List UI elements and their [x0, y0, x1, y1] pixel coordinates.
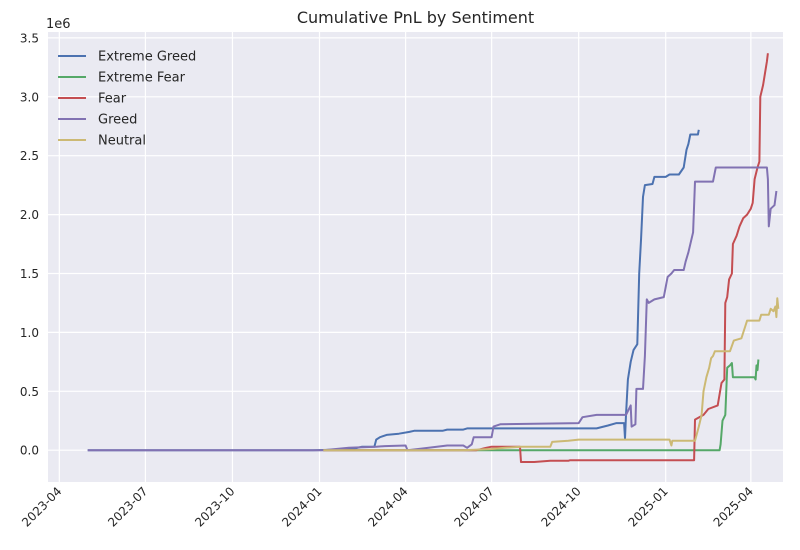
legend-label: Extreme Fear	[98, 71, 186, 86]
y-tick-label: 0.0	[20, 444, 39, 458]
y-tick-label: 2.0	[20, 208, 39, 222]
legend-label: Extreme Greed	[98, 50, 196, 65]
y-tick-label: 1.0	[20, 326, 39, 340]
legend: Extreme Greed Extreme Fear Fear Greed Neutra…	[58, 50, 196, 149]
y-axis-ticks: 0.0 0.5 1.0 1.5 2.0 2.5 3.0 3.5	[20, 31, 39, 457]
series-line-extreme-fear	[323, 359, 760, 452]
y-axis-scale-label: 1e6	[46, 17, 71, 32]
y-tick-label: 3.5	[20, 31, 39, 45]
series-lines	[87, 53, 780, 463]
legend-label: Neutral	[98, 134, 146, 149]
series-line-neutral	[323, 297, 780, 452]
y-tick-label: 2.5	[20, 149, 39, 163]
series-line-greed	[87, 166, 778, 452]
y-tick-label: 0.5	[20, 385, 39, 399]
series-line-extreme-greed	[87, 129, 700, 452]
legend-label: Greed	[98, 113, 137, 128]
chart-title: Cumulative PnL by Sentiment	[297, 8, 534, 27]
y-tick-label: 1.5	[20, 267, 39, 281]
plot-area	[48, 32, 783, 482]
y-tick-label: 3.0	[20, 90, 39, 104]
legend-label: Fear	[98, 92, 127, 107]
